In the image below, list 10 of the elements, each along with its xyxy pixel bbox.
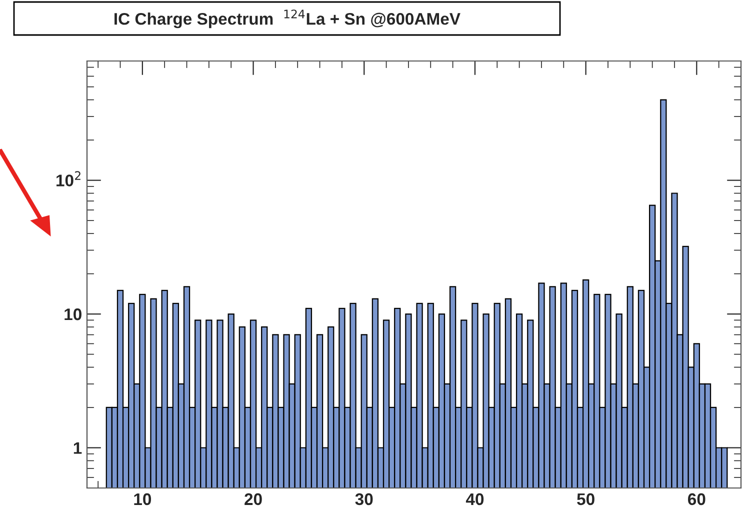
x-tick-label: 20 — [244, 493, 262, 506]
y-tick-label: 10$^{2}$ — [56, 171, 80, 186]
chart-title: IC Charge Spectrum $^{124}$La + Sn @600AMeV — [114, 10, 460, 28]
y-tick-label: 10 — [64, 308, 82, 320]
x-tick-label: 10 — [134, 493, 152, 506]
x-tick-label: 40 — [466, 493, 484, 506]
x-tick-label: 50 — [577, 493, 594, 506]
y-tick-label: 1 — [74, 442, 82, 454]
x-tick-label: 30 — [355, 493, 373, 506]
x-tick-label: 60 — [688, 493, 706, 506]
